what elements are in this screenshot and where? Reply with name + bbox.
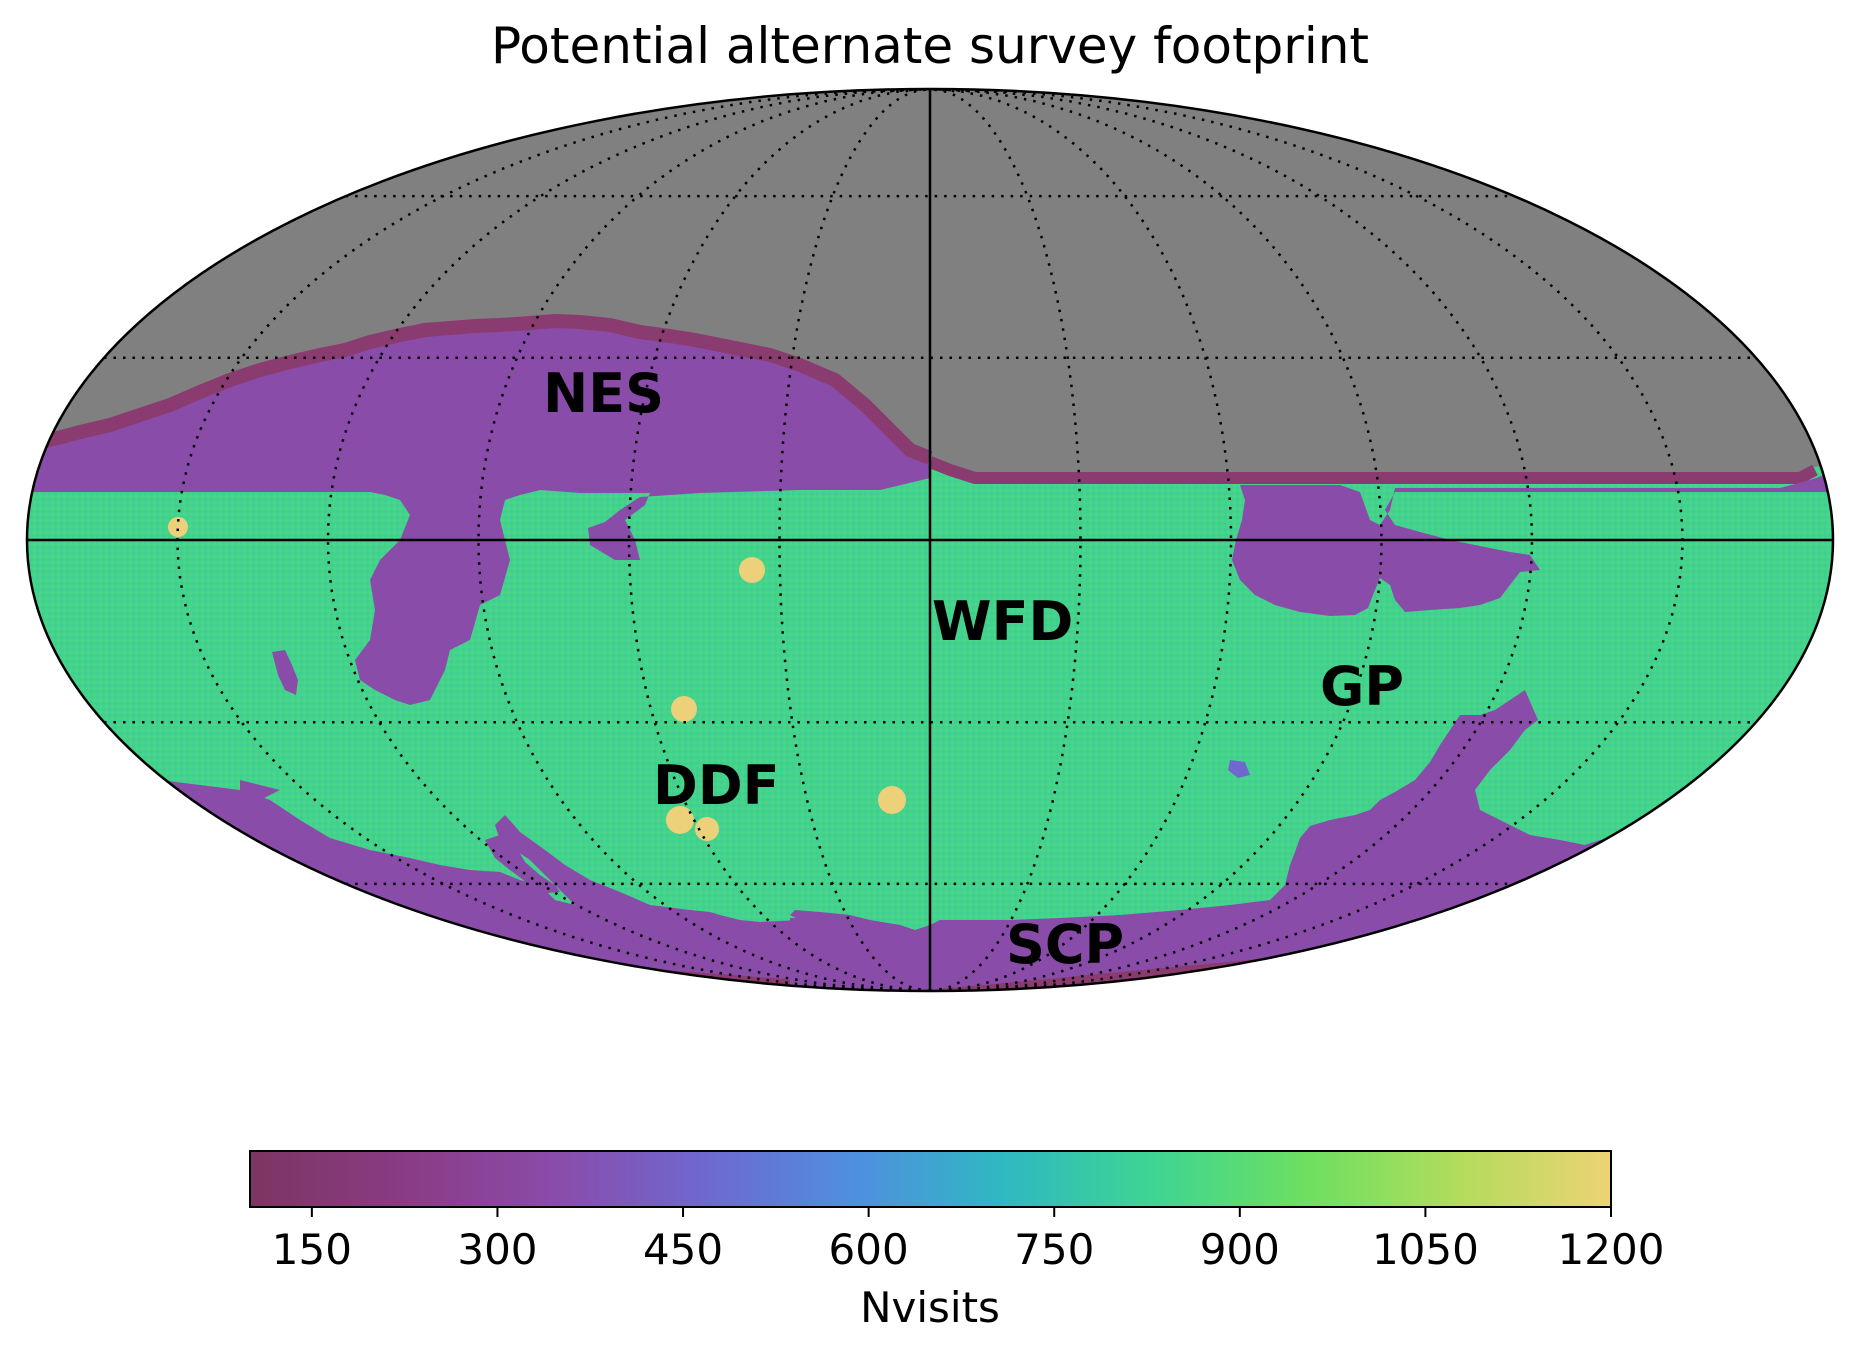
- colorbar-tick-label: 300: [457, 1225, 537, 1274]
- colorbar-tick-label: 1050: [1372, 1225, 1479, 1274]
- meridian-line: [176, 89, 931, 991]
- meridian-line: [929, 89, 1684, 991]
- nes-edge: [27, 313, 933, 465]
- region-label-nes: NES: [543, 362, 664, 425]
- meridian-line: [929, 89, 1534, 991]
- meridian-line: [627, 89, 931, 991]
- region-label-gp: GP: [1320, 655, 1404, 718]
- region-label-wfd: WFD: [932, 590, 1073, 653]
- graticule: [103, 89, 1757, 991]
- chart-title: Potential alternate survey footprint: [491, 17, 1369, 75]
- ddf-field: [671, 696, 697, 722]
- left-bottom-streak: [485, 835, 560, 893]
- colorbar-tick-label: 750: [1014, 1225, 1094, 1274]
- ddf-field: [878, 786, 906, 814]
- colorbar-fill: [250, 1151, 1611, 1207]
- ddf-field: [695, 817, 719, 841]
- gp-region: [1232, 470, 1833, 616]
- colorbar-frame: [249, 1150, 1612, 1208]
- left-blob: [272, 650, 298, 695]
- colorbar-ticks: 150 300 450 600 750 900 1050 1200: [272, 1207, 1665, 1274]
- nes-region: [27, 321, 930, 705]
- colorbar-tick-label: 150: [272, 1225, 352, 1274]
- colorbar-tick-label: 900: [1200, 1225, 1280, 1274]
- ddf-field: [739, 557, 765, 583]
- left-edge-strip: [240, 780, 280, 800]
- colorbar-tick-label: 450: [643, 1225, 723, 1274]
- sky-map: [27, 89, 1833, 991]
- colorbar-tick-label: 600: [829, 1225, 909, 1274]
- region-label-scp: SCP: [1006, 913, 1124, 976]
- ddf-field: [168, 517, 188, 537]
- meridian-line: [929, 89, 1233, 991]
- gp-blob-small: [1228, 760, 1250, 778]
- nes-edge-right: [927, 456, 1818, 484]
- region-labels: NES WFD GP DDF SCP: [543, 362, 1404, 976]
- region-label-ddf: DDF: [653, 754, 780, 817]
- sky-boundary: [25, 87, 1835, 993]
- colorbar-label: Nvisits: [860, 1283, 1000, 1332]
- meridian-line: [929, 89, 1082, 991]
- ddf-fields: [168, 517, 906, 841]
- meridian-line: [326, 89, 931, 991]
- ddf-field: [666, 806, 694, 834]
- colorbar-tick-label: 1200: [1558, 1225, 1665, 1274]
- colorbar: 150 300 450 600 750 900 1050 1200 Nvisits: [249, 1150, 1665, 1332]
- meridian-line: [778, 89, 931, 991]
